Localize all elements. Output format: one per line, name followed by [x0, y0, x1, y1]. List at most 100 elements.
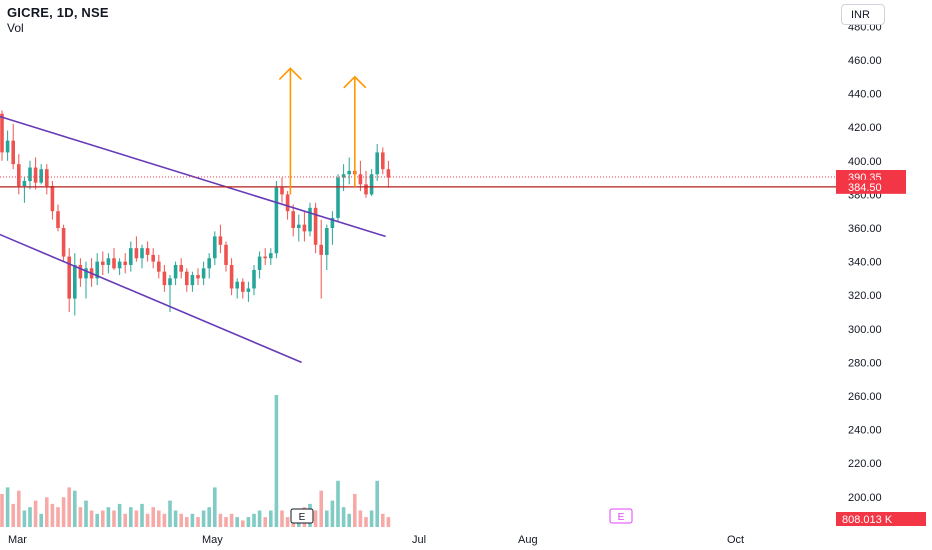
candle — [117, 258, 122, 276]
volume-bar — [33, 500, 38, 527]
candle-body — [336, 177, 340, 218]
candle — [151, 248, 155, 269]
volume-bar — [22, 510, 27, 527]
candle — [45, 164, 49, 195]
candle-body — [280, 187, 284, 195]
candle-body — [257, 256, 262, 270]
candle-body — [129, 248, 133, 265]
volume-bar — [241, 520, 245, 527]
candle-body — [381, 152, 385, 170]
volume-bar — [190, 513, 195, 527]
candle — [235, 278, 239, 299]
candle-body — [168, 278, 172, 286]
volume-bar — [101, 510, 105, 527]
candle-body — [101, 261, 105, 265]
volume-bar — [364, 517, 368, 527]
candle — [381, 147, 385, 175]
candle — [11, 123, 15, 170]
earnings-event-marker[interactable]: E — [609, 508, 633, 524]
volume-bar — [134, 510, 139, 527]
y-tick-label: 260.00 — [848, 391, 882, 403]
candle-body — [11, 140, 15, 165]
candle-body — [341, 174, 346, 178]
candle-body — [151, 254, 155, 262]
y-tick-label: 320.00 — [848, 290, 882, 302]
volume-bar — [369, 510, 374, 527]
candle — [196, 268, 200, 286]
event-marker-label: E — [299, 512, 306, 523]
candle-body — [140, 248, 144, 259]
y-tick-label: 200.00 — [848, 492, 882, 504]
time-axis[interactable]: Mar May Jul Aug Oct — [8, 534, 744, 546]
candle-body — [190, 275, 195, 286]
volume-bar — [263, 517, 267, 527]
candle-body — [84, 268, 88, 279]
volume-bar — [0, 494, 4, 527]
volume-bar — [117, 503, 122, 527]
candle-body — [319, 244, 323, 255]
volume-bar — [140, 503, 144, 527]
candle — [140, 244, 144, 269]
y-tick-label: 400.00 — [848, 156, 882, 168]
volume-bar — [179, 513, 183, 527]
volume-bar — [229, 513, 234, 527]
candle-body — [67, 256, 71, 299]
candle — [106, 253, 111, 274]
candle — [22, 177, 27, 203]
candle-body — [28, 167, 32, 181]
candle — [280, 177, 284, 203]
candle-body — [375, 152, 379, 175]
volume-bar — [95, 513, 99, 527]
volume-bar — [246, 517, 251, 527]
indicator-label[interactable]: Vol — [7, 21, 24, 35]
candle — [0, 110, 4, 161]
x-tick-label: May — [202, 534, 223, 546]
currency-button[interactable]: INR — [841, 4, 885, 25]
symbol-label[interactable]: GICRE, 1D, NSE — [7, 5, 109, 20]
volume-bar — [123, 513, 127, 527]
y-tick-label: 340.00 — [848, 257, 882, 269]
candle-body — [73, 264, 77, 299]
volume-bar — [257, 510, 262, 527]
volume-bar — [61, 497, 66, 527]
candle — [308, 202, 312, 237]
candle — [73, 253, 77, 316]
candle-body — [308, 207, 312, 232]
volume-bar — [341, 507, 346, 527]
candle-body — [218, 236, 223, 245]
volume-bar — [285, 517, 290, 527]
event-marker-box — [609, 508, 633, 524]
candle — [246, 281, 251, 302]
price-axis[interactable]: 480.00460.00440.00420.00400.00380.00360.… — [836, 21, 926, 526]
volume-tag-text: 808.013 K — [842, 514, 893, 526]
candle — [112, 248, 116, 270]
volume-bar — [84, 500, 88, 527]
volume-bar — [28, 507, 32, 527]
level-price-tag-bg — [836, 179, 906, 194]
candle — [56, 204, 60, 232]
candle-body — [291, 211, 295, 228]
volume-bar — [129, 507, 133, 527]
candle-body — [22, 180, 27, 186]
candle-body — [269, 253, 273, 259]
x-tick-label: Aug — [518, 534, 538, 546]
candle-body — [364, 184, 368, 195]
volume-bar — [106, 507, 111, 527]
level-price-tag-text: 384.50 — [848, 182, 882, 194]
y-tick-label: 240.00 — [848, 425, 882, 437]
candle — [375, 144, 379, 181]
candle-body — [157, 261, 161, 272]
candle-body — [162, 271, 167, 286]
candle — [291, 204, 295, 237]
candle — [269, 248, 273, 265]
volume-bar — [112, 510, 116, 527]
candle — [218, 224, 223, 254]
candle-body — [117, 261, 122, 269]
candle-body — [325, 228, 329, 255]
candle — [190, 271, 195, 292]
candle — [101, 251, 105, 276]
candle-body — [106, 258, 111, 265]
earnings-event-marker[interactable]: E — [290, 508, 314, 524]
candle-body — [185, 271, 189, 286]
